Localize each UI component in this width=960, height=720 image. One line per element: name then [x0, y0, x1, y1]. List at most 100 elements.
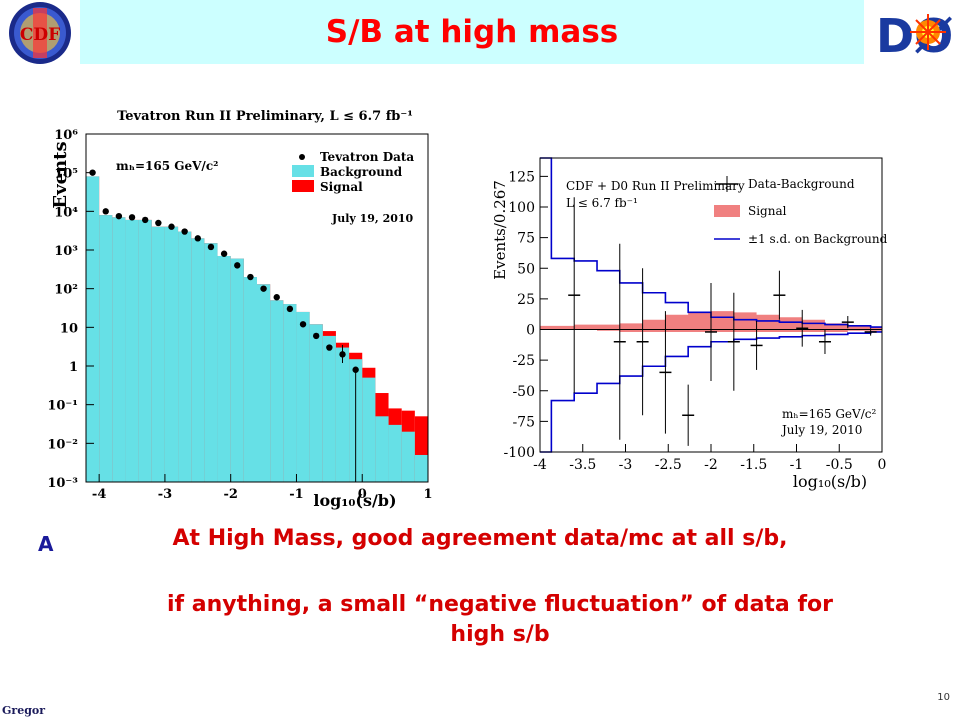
background-bar [217, 255, 231, 482]
slide-title: S/B at high mass [325, 14, 619, 50]
y-tick-label: 1 [69, 360, 78, 375]
y-tick-label: -25 [512, 353, 535, 369]
legend-label: Signal [748, 204, 787, 218]
chart-title: Tevatron Run II Preliminary, L ≤ 6.7 fb⁻… [117, 109, 413, 124]
y-tick-label: 10 [60, 321, 78, 336]
background-bar [99, 215, 113, 483]
y-tick-label: 50 [517, 261, 535, 277]
x-axis-label: log₁₀(s/b) [313, 491, 396, 510]
x-tick-label: 0 [358, 487, 367, 502]
background-bar [362, 377, 376, 482]
y-tick-label: 10⁴ [54, 205, 78, 220]
background-bar [86, 176, 100, 482]
x-tick-label: -2 [223, 487, 237, 502]
data-point [260, 285, 267, 292]
data-point [234, 262, 241, 269]
background-bar [283, 304, 297, 482]
background-bar [296, 311, 310, 482]
y-tick-label: -75 [512, 414, 535, 430]
y-tick-label: 10³ [54, 244, 78, 259]
background-bar [243, 277, 257, 482]
chart-left: -4 -3 -2 -1 0 1 10⁻³ 10⁻² 10⁻¹ 1 10 10² 10³ 10⁴ 10⁵ 10⁶… [47, 109, 432, 510]
x-tick-label: -1.5 [740, 457, 767, 473]
background-bar [151, 226, 165, 482]
legend-swatch-signal [292, 180, 314, 192]
bullet-prefix: A [38, 532, 54, 556]
x-tick-label: -4 [533, 457, 547, 473]
message-line-1: At High Mass, good agreement data/mc at … [172, 526, 788, 551]
legend-label: Background [320, 165, 403, 179]
data-point [286, 305, 294, 313]
lumi-annotation: L ≤ 6.7 fb⁻¹ [566, 196, 638, 210]
data-point [220, 250, 228, 257]
background-bar [125, 219, 139, 482]
data-point [128, 214, 136, 221]
data-point [247, 273, 254, 281]
background-bar [270, 300, 284, 482]
x-tick-label: -2.5 [655, 457, 682, 473]
y-tick-label: 10⁻² [47, 437, 78, 452]
data-point [141, 216, 149, 224]
data-point [312, 332, 320, 340]
y-axis-label: Events/0.267 [491, 180, 509, 280]
data-point [181, 228, 188, 235]
x-tick-label: 1 [423, 487, 432, 502]
y-tick-label: 75 [517, 231, 535, 247]
y-tick-label: -50 [512, 384, 535, 400]
background-bar [309, 324, 323, 482]
legend-label: Data-Background [748, 177, 855, 191]
chart-title: CDF + D0 Run II Preliminary [566, 179, 745, 193]
legend-label: Tevatron Data [320, 150, 414, 164]
y-tick-label: 25 [517, 292, 535, 308]
data-point [115, 212, 123, 220]
legend-marker-data [299, 154, 305, 160]
y-tick-label: 10⁻³ [47, 476, 78, 491]
cdf-logo-text: CDF [20, 25, 60, 45]
background-bar [191, 238, 205, 482]
background-bar [414, 454, 428, 482]
legend-label: ±1 s.d. on Background [748, 232, 888, 246]
x-axis-label: log₁₀(s/b) [793, 472, 867, 491]
date-annotation: July 19, 2010 [331, 212, 414, 225]
data-point [155, 219, 162, 227]
message-line-2: if anything, a small “negative fluctuati… [167, 592, 833, 647]
background-bar [230, 258, 244, 482]
background-bar [257, 284, 271, 482]
legend-label: Signal [320, 180, 363, 194]
y-axis-label: Events [50, 141, 71, 208]
data-point [194, 235, 202, 242]
x-tick-label: -3 [158, 487, 172, 502]
x-tick-label: -3 [619, 457, 633, 473]
page-number: 10 [937, 692, 950, 703]
legend-swatch-background [292, 165, 314, 177]
background-bar [401, 431, 415, 482]
y-tick-label: 100 [508, 200, 535, 216]
background-bar [375, 416, 389, 482]
mass-annotation: mₕ=165 GeV/c² [116, 159, 218, 173]
y-tick-label: 10⁶ [54, 128, 78, 143]
x-tick-label: 0 [878, 457, 887, 473]
background-bar [322, 335, 336, 482]
background-bar [204, 243, 218, 482]
y-tick-label: 0 [526, 323, 535, 339]
x-tick-label: -1 [790, 457, 804, 473]
x-tick-label: -3.5 [569, 457, 596, 473]
data-point [168, 223, 175, 230]
data-point [299, 321, 307, 328]
x-tick-label: -0.5 [826, 457, 853, 473]
cdf-logo: CDF [0, 0, 82, 66]
background-bar [178, 231, 192, 482]
chart-right: -4 -3.5 -3 -2.5 -2 -1.5 -1 -0.5 0 -100 -75 -50 -25 0 2… [491, 157, 888, 491]
x-tick-label: -4 [92, 487, 106, 502]
date-annotation: July 19, 2010 [780, 423, 862, 437]
background-bar [388, 424, 402, 482]
y-tick-label: 10⁻¹ [47, 399, 78, 414]
data-point [273, 294, 280, 301]
y-tick-label: 125 [508, 169, 535, 185]
title-bar: S/B at high mass [80, 0, 864, 64]
y-tick-label: 10² [54, 283, 78, 298]
background-bar [164, 226, 179, 482]
plot-frame [85, 133, 429, 483]
background-bar [138, 219, 152, 482]
data-point [207, 243, 215, 251]
